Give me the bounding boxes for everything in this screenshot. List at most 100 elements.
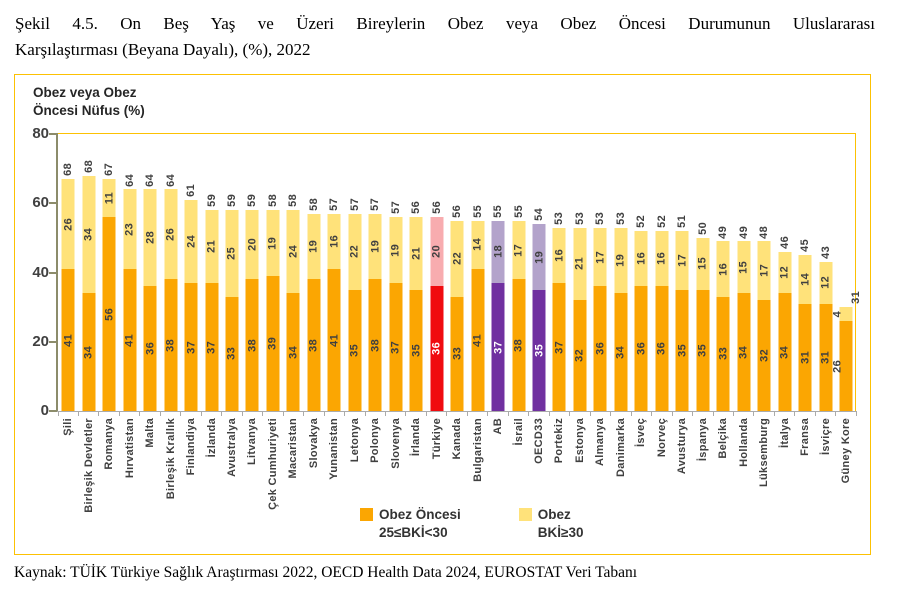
total-value-label: 54 (533, 208, 546, 222)
y-tick-label: 20 (32, 332, 49, 350)
category-label: Fransa (799, 418, 812, 456)
category-label: Portekiz (553, 418, 566, 464)
total-value-label: 53 (614, 211, 627, 225)
category-label: Malta (144, 418, 157, 448)
stacked-bar: 14 41 (471, 220, 485, 411)
x-axis-tick (98, 411, 100, 416)
bar-column: 16 33 49 Belçika (712, 134, 733, 459)
x-axis-tick (466, 411, 468, 416)
y-axis-title-line1: Obez veya Obez (33, 85, 137, 100)
chart-legend: Obez Öncesi 25≤BKİ<30 Obez BKİ≥30 (360, 506, 583, 542)
segment-value-label: 38 (307, 338, 320, 352)
segment-value-label: 16 (635, 252, 648, 266)
segment-value-label: 34 (737, 345, 750, 359)
total-value-label: 67 (103, 163, 116, 177)
segment-value-label: 17 (676, 253, 689, 267)
bar-segment-obez: 4 (831, 307, 853, 321)
total-value-label: 59 (205, 194, 218, 208)
bar-segment-obez-oncesi: 36 (430, 286, 444, 411)
y-tick-label: 0 (40, 402, 49, 419)
total-value-label: 52 (655, 215, 668, 228)
stacked-bar: 12 31 (819, 262, 833, 411)
bar-segment-obez-oncesi: 32 (757, 300, 771, 411)
bar-segment-obez-oncesi: 41 (123, 269, 137, 411)
stacked-bar: 16 33 (716, 241, 730, 411)
bar-segment-obez-oncesi: 37 (184, 282, 198, 411)
bar-segment-obez: 28 (143, 189, 157, 287)
segment-value-label: 41 (123, 333, 136, 347)
segment-value-label: 35 (410, 343, 423, 357)
bar-segment-obez-oncesi: 56 (102, 217, 116, 411)
stacked-bar: 19 35 (532, 224, 546, 411)
stacked-bar: 25 33 (225, 210, 239, 411)
segment-value-label: 37 (205, 340, 218, 354)
bars-container: 26 41 68 Şili 34 34 68 Birleşik Devletler 11 56 67… (57, 134, 862, 513)
x-axis-line (56, 410, 856, 412)
bar-segment-obez-oncesi: 34 (778, 293, 792, 411)
stacked-bar: 20 38 (245, 210, 259, 411)
x-axis-tick (569, 411, 571, 416)
bar-column: 19 35 54 OECD33 (528, 134, 549, 464)
category-label: İsviçre (819, 418, 832, 455)
segment-value-label: 34 (82, 228, 95, 241)
total-value-label: 52 (635, 215, 648, 228)
x-axis-tick (118, 411, 120, 416)
bar-segment-obez-oncesi: 41 (471, 269, 485, 411)
segment-value-label: 4 (831, 310, 844, 318)
category-label: Şili (62, 418, 75, 436)
bar-column: 11 56 67 Romanya (98, 134, 119, 470)
bar-column: 16 37 53 Portekiz (548, 134, 569, 463)
segment-value-label: 16 (717, 262, 730, 276)
segment-value-label: 19 (389, 243, 402, 257)
segment-value-label: 26 (831, 359, 844, 373)
x-axis-tick (589, 411, 591, 416)
bar-segment-obez-oncesi: 36 (593, 286, 607, 411)
stacked-bar: 11 56 (102, 179, 116, 411)
y-axis-title-line2: Öncesi Nüfus (%) (33, 103, 145, 119)
bar-segment-obez-oncesi: 35 (348, 289, 362, 411)
segment-value-label: 12 (778, 266, 791, 279)
total-value-label: 59 (225, 194, 238, 208)
legend-swatch-obez-icon (518, 508, 532, 521)
x-axis-tick (671, 411, 673, 416)
segment-value-label: 41 (471, 333, 484, 347)
bar-segment-obez-oncesi: 35 (675, 289, 689, 411)
segment-value-label: 32 (573, 349, 586, 363)
category-label: Estonya (573, 418, 586, 463)
bar-segment-obez-oncesi: 38 (307, 279, 321, 411)
total-value-label: 56 (410, 201, 423, 215)
segment-value-label: 17 (594, 250, 607, 264)
stacked-bar: 18 37 (491, 220, 505, 411)
stacked-bar: 22 33 (450, 220, 464, 411)
category-label: Kanada (451, 418, 464, 460)
total-value-label: 46 (778, 235, 791, 249)
legend-item-obez: Obez BKİ≥30 (518, 506, 583, 542)
segment-value-label: 21 (573, 257, 586, 271)
x-axis-tick (732, 411, 734, 416)
total-value-label: 45 (799, 239, 812, 253)
x-axis-tick (425, 411, 427, 416)
segment-value-label: 21 (205, 240, 218, 253)
segment-value-label: 28 (144, 231, 157, 245)
category-label: Birleşik Devletler (82, 418, 95, 513)
stacked-bar: 19 37 (389, 217, 403, 411)
stacked-bar: 19 38 (368, 213, 382, 411)
bar-segment-obez: 34 (82, 175, 96, 294)
stacked-bar: 15 34 (737, 241, 751, 411)
stacked-bar: 16 36 (655, 230, 669, 411)
total-value-label: 57 (369, 197, 382, 211)
segment-value-label: 19 (369, 240, 382, 253)
x-axis-tick (773, 411, 775, 416)
bar-segment-obez: 22 (450, 220, 464, 297)
y-tick (49, 271, 57, 274)
bar-column: 21 32 53 Estonya (569, 134, 590, 463)
segment-value-label: 21 (410, 247, 423, 260)
total-value-label: 55 (492, 204, 505, 218)
category-label: Birleşik Krallık (164, 418, 177, 500)
segment-value-label: 37 (492, 340, 505, 354)
stacked-bar: 24 34 (286, 210, 300, 411)
total-value-label: 59 (246, 194, 259, 208)
bar-segment-obez-oncesi: 37 (491, 282, 505, 411)
segment-value-label: 35 (348, 343, 361, 357)
